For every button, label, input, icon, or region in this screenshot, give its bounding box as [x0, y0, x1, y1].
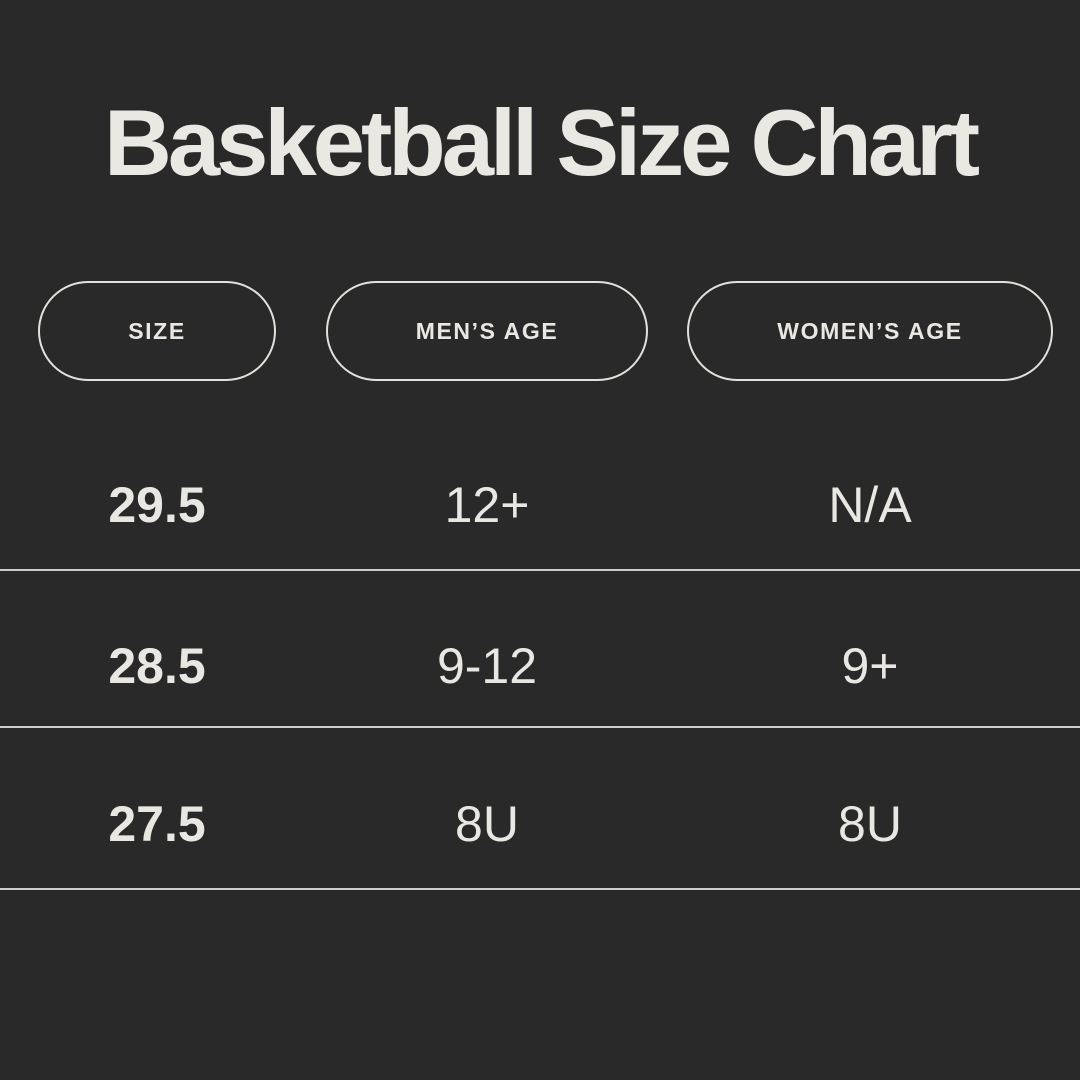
- column-header-womens-age: WOMEN’S AGE: [660, 281, 1080, 381]
- column-header-row: SIZE MEN’S AGE WOMEN’S AGE: [0, 281, 1080, 381]
- size-table: 29.5 12+ N/A 28.5 9-12 9+ 27.5 8U 8U: [0, 381, 1080, 890]
- table-row: 28.5 9-12 9+: [0, 571, 1080, 728]
- table-row: 27.5 8U 8U: [0, 728, 1080, 890]
- size-cell: 29.5: [108, 477, 206, 533]
- womens-age-cell: N/A: [828, 477, 912, 533]
- size-cell: 28.5: [108, 637, 206, 694]
- womens-age-header-pill: WOMEN’S AGE: [687, 281, 1053, 381]
- mens-age-header-pill: MEN’S AGE: [325, 281, 649, 381]
- womens-age-header-label: WOMEN’S AGE: [777, 317, 963, 344]
- table-row: 29.5 12+ N/A: [0, 381, 1080, 571]
- column-header-size: SIZE: [0, 281, 314, 381]
- column-header-mens-age: MEN’S AGE: [314, 281, 660, 381]
- size-header-pill: SIZE: [38, 281, 276, 381]
- mens-age-cell: 12+: [444, 477, 530, 533]
- mens-age-cell: 8U: [455, 796, 519, 852]
- womens-age-cell: 9+: [841, 637, 899, 694]
- page-title: Basketball Size Chart: [103, 90, 980, 195]
- mens-age-cell: 9-12: [436, 637, 538, 694]
- mens-age-header-label: MEN’S AGE: [415, 317, 559, 344]
- womens-age-cell: 8U: [838, 796, 902, 852]
- size-cell: 27.5: [108, 796, 206, 852]
- size-header-label: SIZE: [128, 317, 186, 344]
